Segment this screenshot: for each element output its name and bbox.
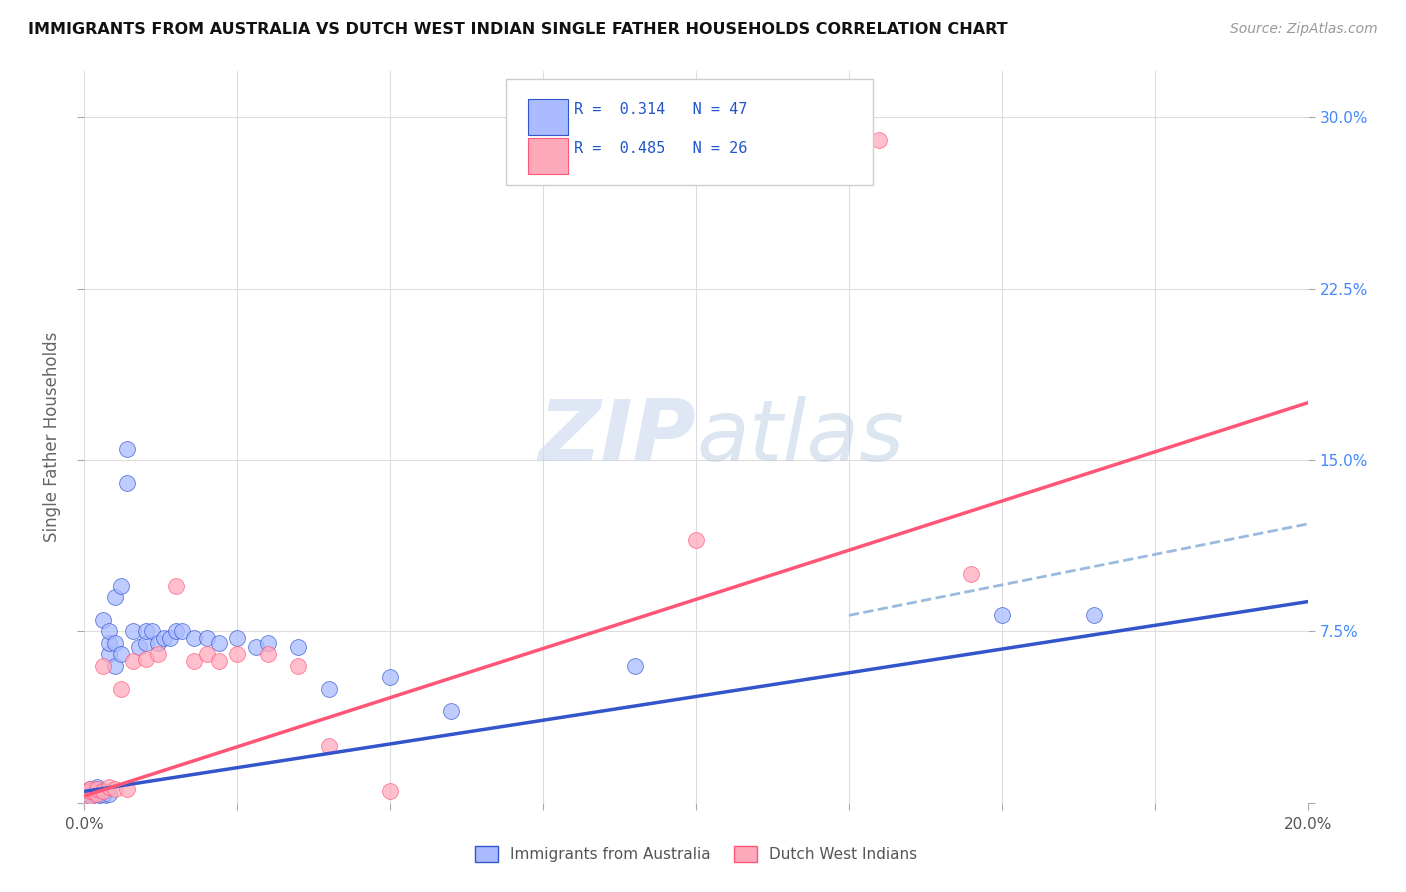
Point	[624, 658, 647, 673]
Point	[110, 647, 132, 661]
Point	[91, 784, 114, 798]
Point	[86, 789, 108, 803]
Point	[318, 681, 340, 696]
Point	[79, 789, 101, 803]
Point	[146, 647, 169, 661]
Point	[153, 632, 176, 646]
Point	[110, 579, 132, 593]
Point	[380, 784, 402, 798]
Point	[440, 705, 463, 719]
Point	[86, 787, 108, 801]
Point	[79, 787, 101, 801]
Point	[226, 632, 249, 646]
FancyBboxPatch shape	[529, 99, 568, 135]
Point	[159, 632, 181, 646]
Point	[141, 624, 163, 639]
Text: R =  0.485   N = 26: R = 0.485 N = 26	[574, 141, 747, 156]
Point	[91, 787, 114, 801]
Point	[257, 636, 280, 650]
Point	[1083, 608, 1105, 623]
Point	[165, 624, 187, 639]
Point	[86, 780, 108, 794]
Point	[208, 654, 231, 668]
Point	[91, 784, 114, 798]
Point	[122, 654, 145, 668]
Point	[960, 567, 983, 582]
FancyBboxPatch shape	[506, 78, 873, 185]
Point	[287, 658, 309, 673]
Point	[79, 784, 101, 798]
Point	[195, 632, 218, 646]
Text: Source: ZipAtlas.com: Source: ZipAtlas.com	[1230, 22, 1378, 37]
Text: R =  0.314   N = 47: R = 0.314 N = 47	[574, 102, 747, 117]
Text: IMMIGRANTS FROM AUSTRALIA VS DUTCH WEST INDIAN SINGLE FATHER HOUSEHOLDS CORRELAT: IMMIGRANTS FROM AUSTRALIA VS DUTCH WEST …	[28, 22, 1008, 37]
Point	[115, 475, 138, 490]
Point	[79, 789, 101, 803]
Point	[110, 681, 132, 696]
Point	[115, 782, 138, 797]
Point	[86, 784, 108, 798]
Point	[165, 579, 187, 593]
Point	[97, 636, 120, 650]
Point	[135, 636, 157, 650]
Point	[135, 624, 157, 639]
Point	[146, 636, 169, 650]
Point	[115, 442, 138, 456]
Point	[135, 652, 157, 666]
Point	[318, 739, 340, 753]
Point	[195, 647, 218, 661]
Point	[183, 654, 205, 668]
Text: atlas: atlas	[696, 395, 904, 479]
Point	[104, 658, 127, 673]
Point	[97, 787, 120, 801]
Point	[79, 782, 101, 797]
Point	[128, 640, 150, 655]
Point	[287, 640, 309, 655]
Y-axis label: Single Father Households: Single Father Households	[44, 332, 62, 542]
Point	[97, 624, 120, 639]
Point	[91, 789, 114, 803]
Point	[79, 784, 101, 798]
Point	[79, 782, 101, 797]
Point	[226, 647, 249, 661]
Point	[685, 533, 707, 547]
Point	[257, 647, 280, 661]
Legend: Immigrants from Australia, Dutch West Indians: Immigrants from Australia, Dutch West In…	[468, 840, 924, 868]
Point	[380, 670, 402, 684]
Text: ZIP: ZIP	[538, 395, 696, 479]
Point	[122, 624, 145, 639]
Point	[97, 647, 120, 661]
Point	[104, 590, 127, 604]
Point	[172, 624, 194, 639]
Point	[104, 636, 127, 650]
Point	[104, 782, 127, 797]
Point	[869, 133, 891, 147]
Point	[97, 780, 120, 794]
Point	[991, 608, 1014, 623]
FancyBboxPatch shape	[529, 138, 568, 174]
Point	[86, 782, 108, 797]
Point	[208, 636, 231, 650]
Point	[245, 640, 267, 655]
Point	[91, 658, 114, 673]
Point	[91, 613, 114, 627]
Point	[183, 632, 205, 646]
Point	[86, 782, 108, 797]
Point	[86, 787, 108, 801]
